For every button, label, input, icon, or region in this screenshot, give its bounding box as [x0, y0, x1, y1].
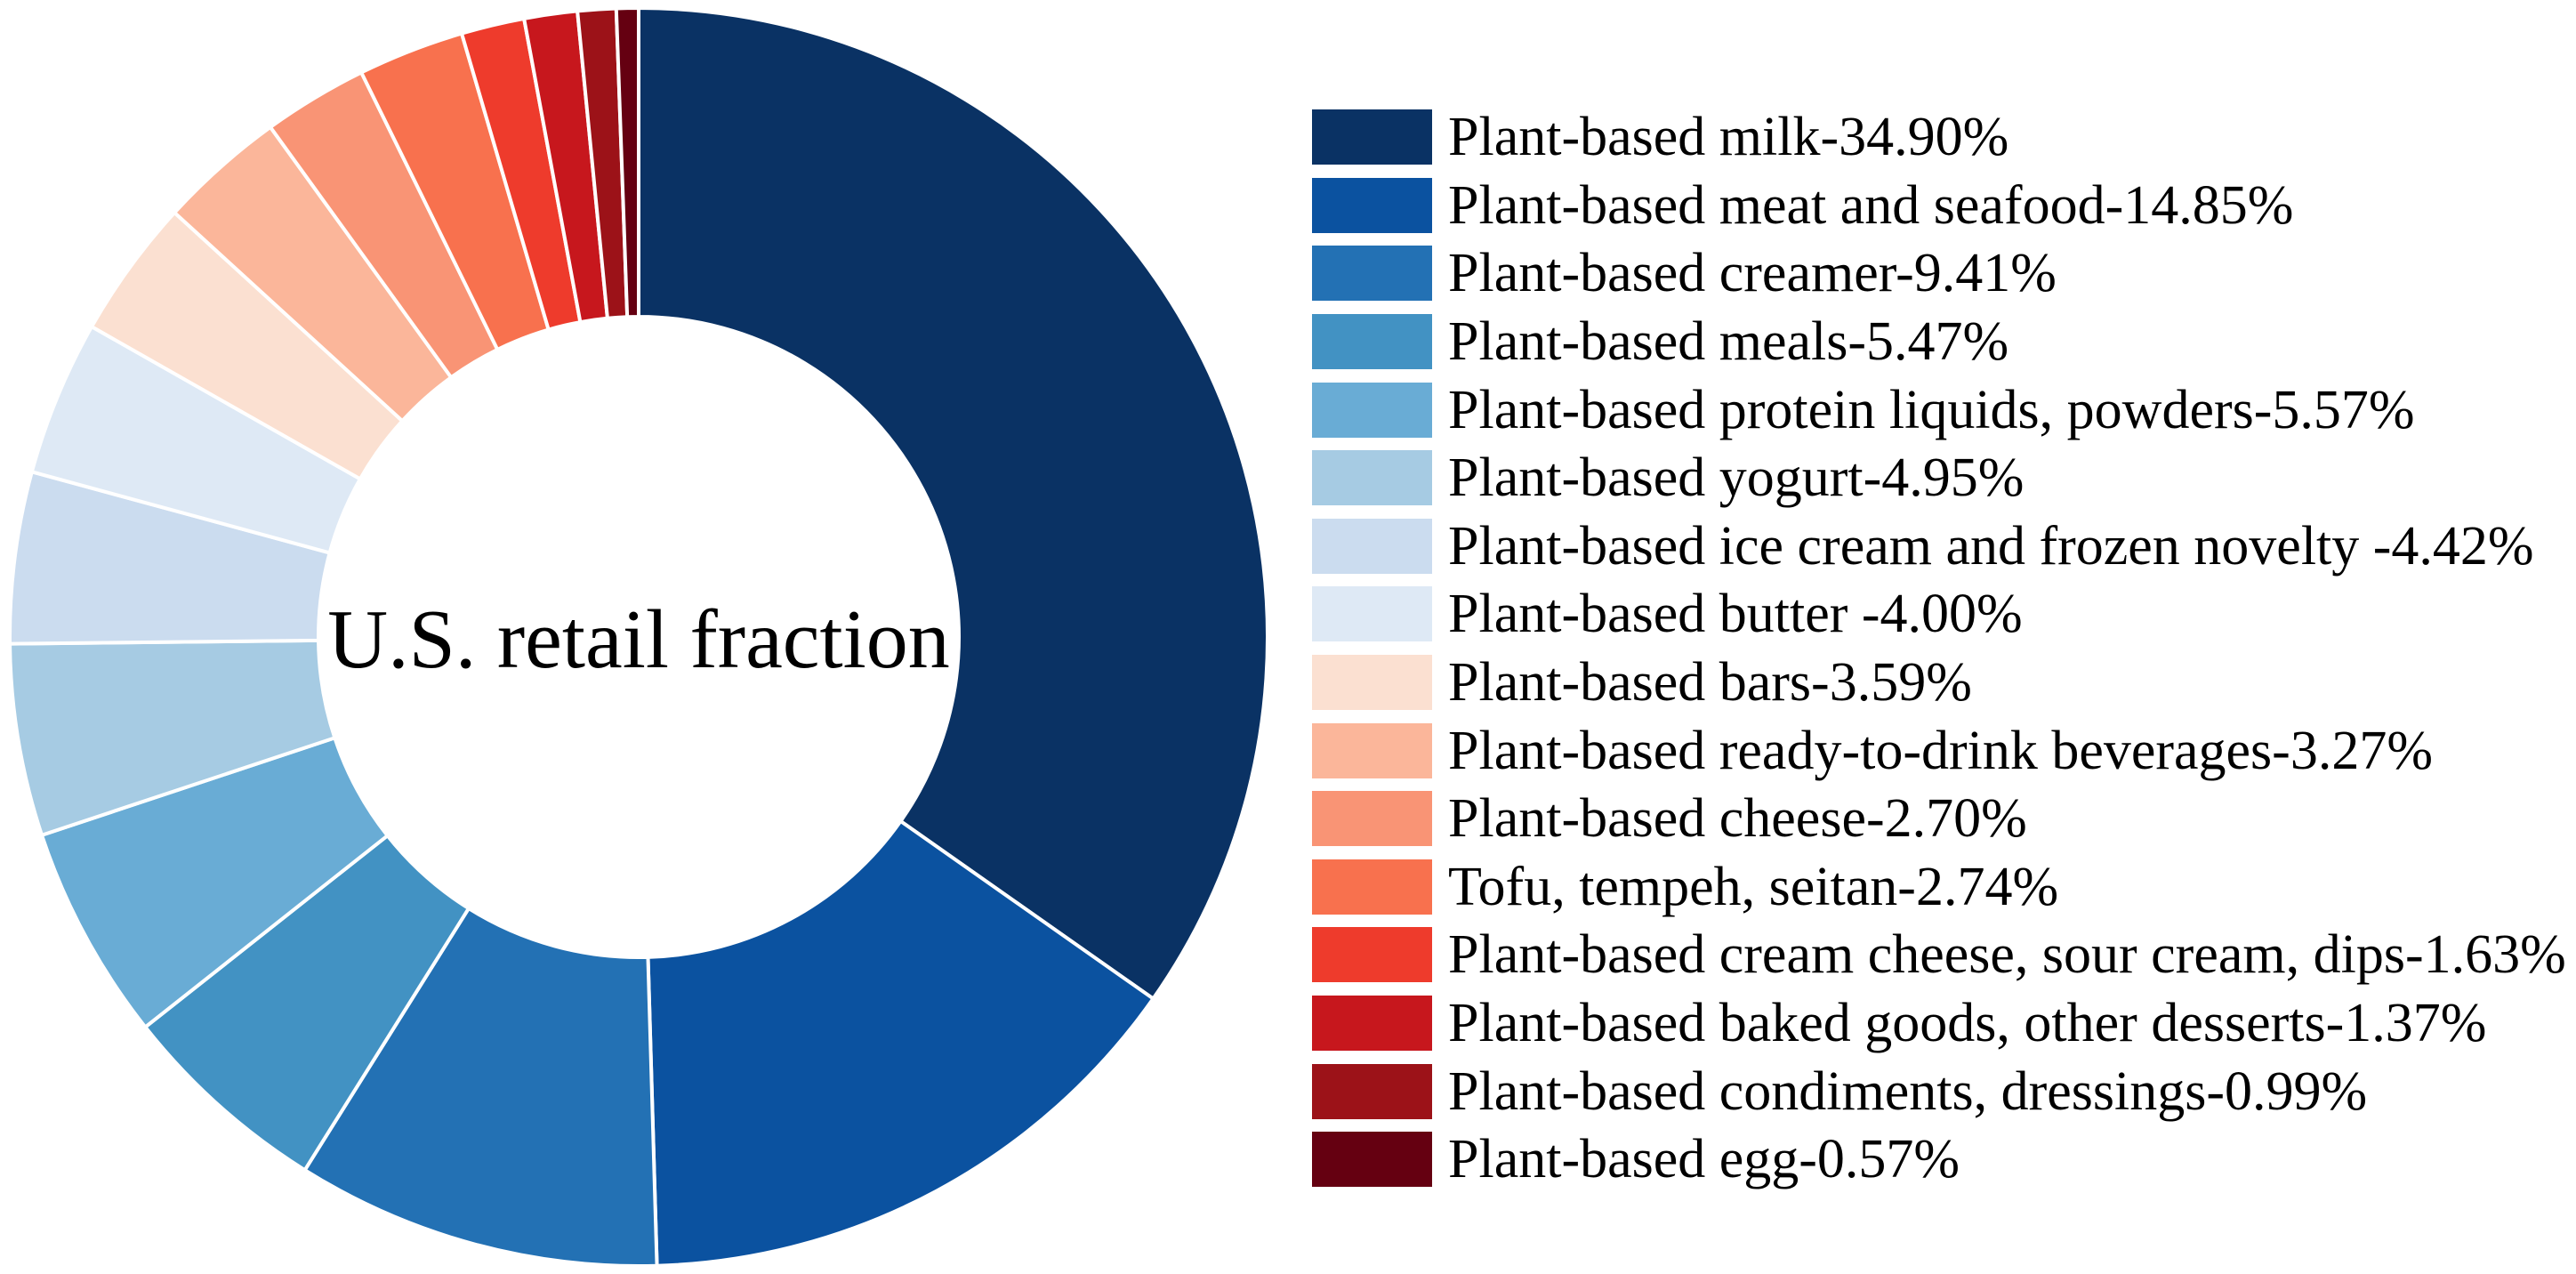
pie-slice-16 — [614, 6, 640, 319]
pie-slice-3 — [302, 907, 659, 1268]
legend-item: Plant-based meat and seafood-14.85% — [1312, 172, 2566, 240]
legend-swatch — [1312, 655, 1432, 711]
legend-swatch — [1312, 382, 1432, 438]
legend-item: Plant-based bars-3.59% — [1312, 649, 2566, 717]
pie-slice-2 — [646, 819, 1155, 1268]
legend-label: Plant-based cheese-2.70% — [1448, 788, 2027, 850]
legend-swatch — [1312, 586, 1432, 642]
legend-label: Plant-based protein liquids, powders-5.5… — [1448, 379, 2415, 440]
legend-label: Plant-based ready-to-drink beverages-3.2… — [1448, 720, 2433, 781]
legend-item: Plant-based ice cream and frozen novelty… — [1312, 512, 2566, 581]
legend-swatch — [1312, 177, 1432, 233]
legend-swatch — [1312, 996, 1432, 1052]
legend-label: Plant-based yogurt-4.95% — [1448, 448, 2025, 509]
legend-label: Plant-based condiments, dressings-0.99% — [1448, 1060, 2368, 1122]
legend-swatch — [1312, 1063, 1432, 1119]
legend-swatch — [1312, 1132, 1432, 1188]
legend-item: Plant-based meals-5.47% — [1312, 308, 2566, 376]
legend-label: Plant-based butter -4.00% — [1448, 584, 2023, 645]
legend-swatch — [1312, 791, 1432, 847]
legend-item: Plant-based milk-34.90% — [1312, 103, 2566, 172]
legend-item: Plant-based protein liquids, powders-5.5… — [1312, 375, 2566, 444]
legend-label: Plant-based egg-0.57% — [1448, 1129, 1960, 1190]
pie-slice-1 — [637, 6, 1269, 1001]
legend-swatch — [1312, 246, 1432, 302]
legend-item: Plant-based yogurt-4.95% — [1312, 444, 2566, 512]
legend-item: Plant-based ready-to-drink beverages-3.2… — [1312, 716, 2566, 785]
legend-swatch — [1312, 927, 1432, 983]
legend-label: Tofu, tempeh, seitan-2.74% — [1448, 856, 2059, 917]
legend-item: Plant-based baked goods, other desserts-… — [1312, 989, 2566, 1058]
legend-label: Plant-based cream cheese, sour cream, di… — [1448, 924, 2566, 986]
legend-item: Tofu, tempeh, seitan-2.74% — [1312, 853, 2566, 922]
donut-chart: U.S. retail fraction — [8, 6, 1269, 1268]
legend-label: Plant-based meals-5.47% — [1448, 311, 2009, 373]
legend-item: Plant-based cheese-2.70% — [1312, 785, 2566, 853]
legend-item: Plant-based cream cheese, sour cream, di… — [1312, 921, 2566, 989]
center-label: U.S. retail fraction — [327, 593, 950, 686]
legend-swatch — [1312, 450, 1432, 506]
legend-swatch — [1312, 109, 1432, 165]
legend-swatch — [1312, 722, 1432, 778]
legend-item: Plant-based creamer-9.41% — [1312, 239, 2566, 308]
legend-label: Plant-based baked goods, other desserts-… — [1448, 993, 2487, 1054]
legend-item: Plant-based egg-0.57% — [1312, 1125, 2566, 1194]
legend-label: Plant-based creamer-9.41% — [1448, 243, 2057, 304]
legend: Plant-based milk-34.90% Plant-based meat … — [1312, 103, 2566, 1194]
legend-swatch — [1312, 518, 1432, 574]
legend-label: Plant-based bars-3.59% — [1448, 652, 1972, 714]
donut-wedges — [8, 6, 1269, 1268]
legend-label: Plant-based meat and seafood-14.85% — [1448, 174, 2294, 236]
legend-item: Plant-based butter -4.00% — [1312, 580, 2566, 649]
legend-label: Plant-based ice cream and frozen novelty… — [1448, 515, 2534, 577]
legend-item: Plant-based condiments, dressings-0.99% — [1312, 1057, 2566, 1125]
legend-swatch — [1312, 859, 1432, 915]
legend-swatch — [1312, 314, 1432, 370]
legend-label: Plant-based milk-34.90% — [1448, 107, 2009, 168]
